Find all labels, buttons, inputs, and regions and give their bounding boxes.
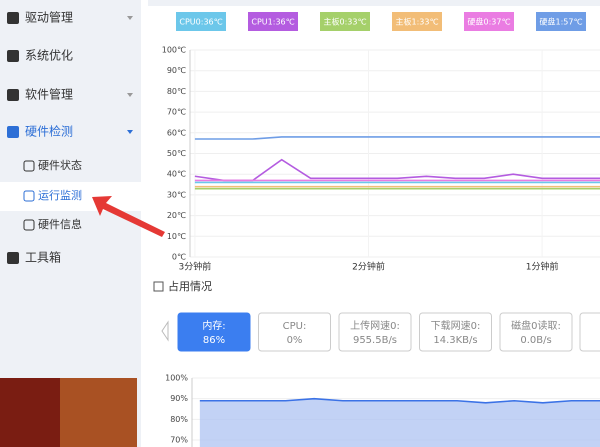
area-fill <box>199 398 600 447</box>
ad-figure <box>60 378 137 447</box>
card-value: 86% <box>203 335 225 346</box>
series-line <box>199 397 600 404</box>
usage-card[interactable] <box>258 312 331 352</box>
y-tick-label: 80% <box>170 415 188 424</box>
y-tick-label: 50℃ <box>167 149 186 158</box>
prev-chevron[interactable] <box>161 320 169 342</box>
sub-menu-item[interactable]: 硬件信息 <box>38 217 82 231</box>
usage-card[interactable] <box>419 312 492 352</box>
legend-box <box>176 12 226 31</box>
y-tick-label: 0℃ <box>172 253 186 262</box>
sub-menu-item[interactable]: 运行监测 <box>38 189 82 202</box>
x-tick-label: 3分钟前 <box>179 261 212 273</box>
item-icon <box>7 89 19 101</box>
legend-label[interactable]: CPU0:36℃ <box>179 18 222 27</box>
legend-label[interactable]: 硬盘1:57℃ <box>540 17 583 27</box>
card-label: CPU: <box>283 321 307 332</box>
item-icon <box>23 190 35 202</box>
y-tick-label: 90% <box>170 394 188 403</box>
card-value: 0% <box>287 335 303 346</box>
usage-icon <box>153 281 164 292</box>
legend-box <box>464 12 514 31</box>
card-value: 955.5B/s <box>353 335 397 346</box>
y-tick-label: 70% <box>170 436 188 445</box>
legend-label[interactable]: CPU1:36℃ <box>251 18 294 27</box>
expand-caret <box>127 93 133 97</box>
item-icon <box>7 126 19 138</box>
card-label: 下载网速0: <box>431 320 481 332</box>
top-bar <box>148 0 600 6</box>
menu-item[interactable]: 系统优化 <box>25 49 73 63</box>
x-tick-label: 1分钟前 <box>526 261 559 273</box>
usage-card[interactable] <box>338 312 412 352</box>
usage-card[interactable] <box>499 312 573 352</box>
y-tick-label: 80℃ <box>167 87 186 96</box>
series-line <box>194 136 600 140</box>
legend-box <box>320 12 370 31</box>
y-tick-label: 70℃ <box>167 108 186 117</box>
y-tick-label: 20℃ <box>167 211 186 220</box>
y-tick-label: 100% <box>165 374 188 383</box>
expand-caret <box>127 16 133 20</box>
legend-label[interactable]: 硬盘0:37℃ <box>468 17 511 27</box>
sub-menu-item[interactable]: 硬件状态 <box>38 158 82 172</box>
legend-label[interactable]: 主板1:33℃ <box>396 17 439 27</box>
legend-label[interactable]: 主板0:33℃ <box>324 17 367 27</box>
y-tick-label: 40℃ <box>167 170 186 179</box>
menu-item[interactable]: 软件管理 <box>25 87 73 102</box>
y-tick-label: 100℃ <box>162 46 186 55</box>
red-arrow <box>92 196 165 237</box>
y-tick-label: 90℃ <box>167 66 186 75</box>
card-label: 磁盘0读取: <box>511 319 561 332</box>
y-tick-label: 10℃ <box>167 232 186 241</box>
menu-item[interactable]: 驱动管理 <box>25 10 73 25</box>
menu-item[interactable]: 工具箱 <box>25 250 61 265</box>
item-icon <box>7 252 19 264</box>
card-label: 内存: <box>202 319 225 332</box>
menu-item[interactable]: 硬件检测 <box>25 124 73 139</box>
usage-card[interactable] <box>177 312 251 352</box>
item-icon <box>23 219 35 231</box>
series-line <box>194 158 600 182</box>
card-value: 0.0B/s <box>520 335 551 346</box>
y-tick-label: 60℃ <box>167 128 186 137</box>
card-value: 14.3KB/s <box>433 335 477 346</box>
section-title: 占用情况 <box>168 279 212 293</box>
legend-box <box>248 12 298 31</box>
card-label: 上传网速0: <box>350 320 400 332</box>
legend-box <box>392 12 442 31</box>
card-partial[interactable] <box>579 312 600 352</box>
y-tick-label: 30℃ <box>167 190 186 199</box>
expand-caret <box>127 130 133 134</box>
item-icon <box>23 160 35 172</box>
legend-box <box>536 12 586 31</box>
item-icon <box>7 50 19 62</box>
x-tick-label: 2分钟前 <box>352 261 385 273</box>
item-icon <box>7 12 19 24</box>
